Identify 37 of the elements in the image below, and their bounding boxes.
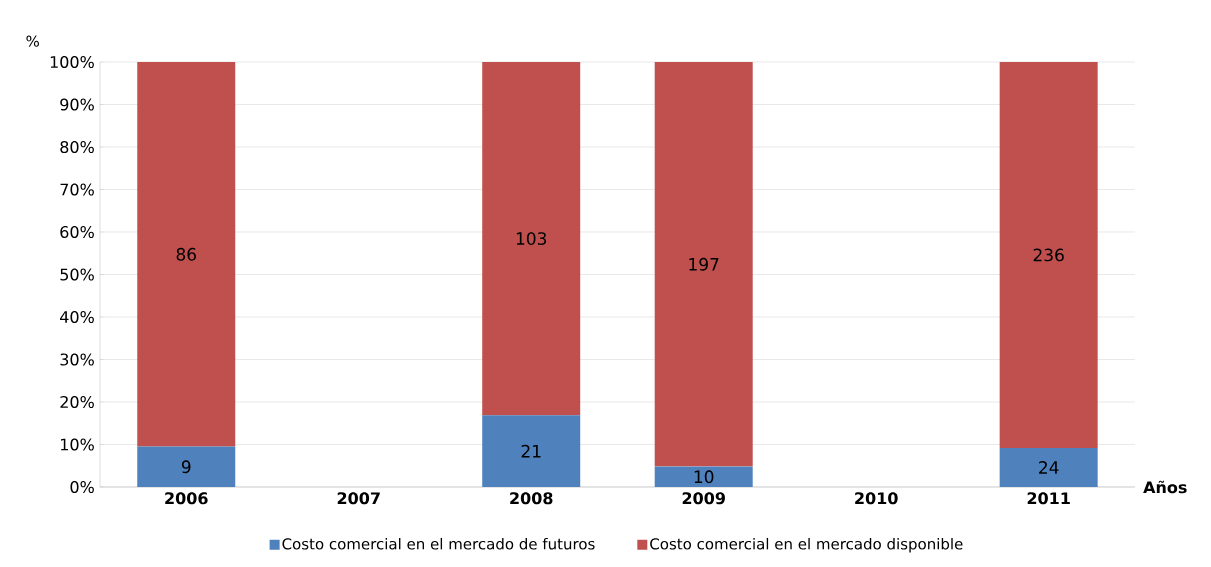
annotation: 236 [1033,248,1064,262]
y-tick-label: 40% [60,310,94,324]
annotation: 24 [1039,461,1059,474]
bar [137,446,236,487]
annotation: 86 [176,247,196,261]
annotation: 21 [521,444,541,458]
x-tick-label: 2007 [337,492,380,505]
bar [137,61,236,447]
annotation: 103 [516,232,547,245]
annotation: 197 [689,257,719,271]
x-tick-label: 2011 [1027,492,1070,505]
y-tick-label: 0% [70,480,94,494]
y-axis-title: % [26,35,39,47]
bar [999,447,1098,487]
y-tick-label: 50% [60,268,94,281]
x-tick-label: 2009 [682,492,725,505]
y-tick-label: 20% [60,395,94,409]
x-tick-label: 2006 [165,492,208,505]
y-tick-label: 60% [60,225,94,239]
y-tick-label: 100% [50,55,94,69]
legend-label: Costo comercial en el mercado disponible [650,537,963,553]
y-tick-label: 30% [60,353,94,366]
legend-label: Costo comercial en el mercado de futuros [282,537,595,550]
annotation: 10 [694,470,714,484]
y-tick-label: 80% [60,140,94,154]
bar [654,61,753,467]
x-axis-title: Años [1143,480,1187,494]
x-tick-label: 2008 [510,492,553,505]
bar [482,415,581,487]
x-tick-label: 2010 [855,492,898,505]
annotation: 9 [181,460,191,474]
y-tick-label: 10% [61,438,94,451]
y-tick-label: 70% [60,183,94,196]
bar [999,61,1098,448]
bar [482,61,581,416]
bar [654,466,753,487]
y-tick-label: 90% [60,98,94,111]
